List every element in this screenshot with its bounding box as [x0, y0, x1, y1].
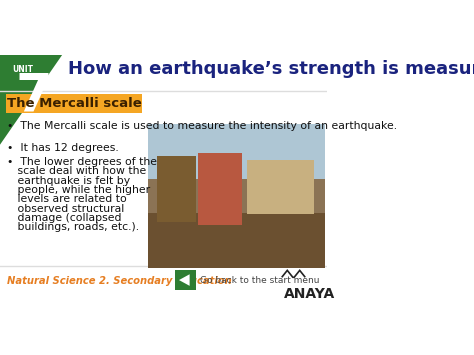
Text: Go back to the start menu: Go back to the start menu — [200, 275, 319, 285]
Text: buildings, roads, etc.).: buildings, roads, etc.). — [7, 222, 139, 233]
Text: •  The Mercalli scale is used to measure the intensity of an earthquake.: • The Mercalli scale is used to measure … — [7, 121, 397, 131]
FancyBboxPatch shape — [148, 179, 325, 213]
Text: observed structural: observed structural — [7, 204, 124, 214]
FancyBboxPatch shape — [6, 94, 142, 113]
Text: people, while the higher: people, while the higher — [7, 185, 150, 195]
Text: ANAYA: ANAYA — [284, 287, 335, 301]
Text: levels are related to: levels are related to — [7, 195, 127, 204]
Text: 7: 7 — [15, 70, 52, 122]
Text: •  The lower degrees of the: • The lower degrees of the — [7, 157, 157, 167]
FancyBboxPatch shape — [157, 155, 196, 222]
Polygon shape — [179, 274, 190, 286]
Polygon shape — [0, 55, 62, 145]
FancyBboxPatch shape — [247, 160, 314, 214]
FancyBboxPatch shape — [148, 124, 325, 179]
Text: scale deal with how the: scale deal with how the — [7, 166, 146, 176]
Text: The Mercalli scale: The Mercalli scale — [7, 97, 142, 110]
Text: How an earthquake’s strength is measured: How an earthquake’s strength is measured — [68, 60, 474, 78]
Text: •  It has 12 degrees.: • It has 12 degrees. — [7, 143, 118, 153]
FancyBboxPatch shape — [198, 153, 242, 224]
Text: Natural Science 2. Secondary Education: Natural Science 2. Secondary Education — [7, 276, 232, 286]
Text: damage (collapsed: damage (collapsed — [7, 213, 121, 223]
Text: earthquake is felt by: earthquake is felt by — [7, 176, 130, 186]
FancyBboxPatch shape — [148, 213, 325, 268]
FancyBboxPatch shape — [175, 270, 196, 290]
Text: UNIT: UNIT — [12, 65, 34, 73]
